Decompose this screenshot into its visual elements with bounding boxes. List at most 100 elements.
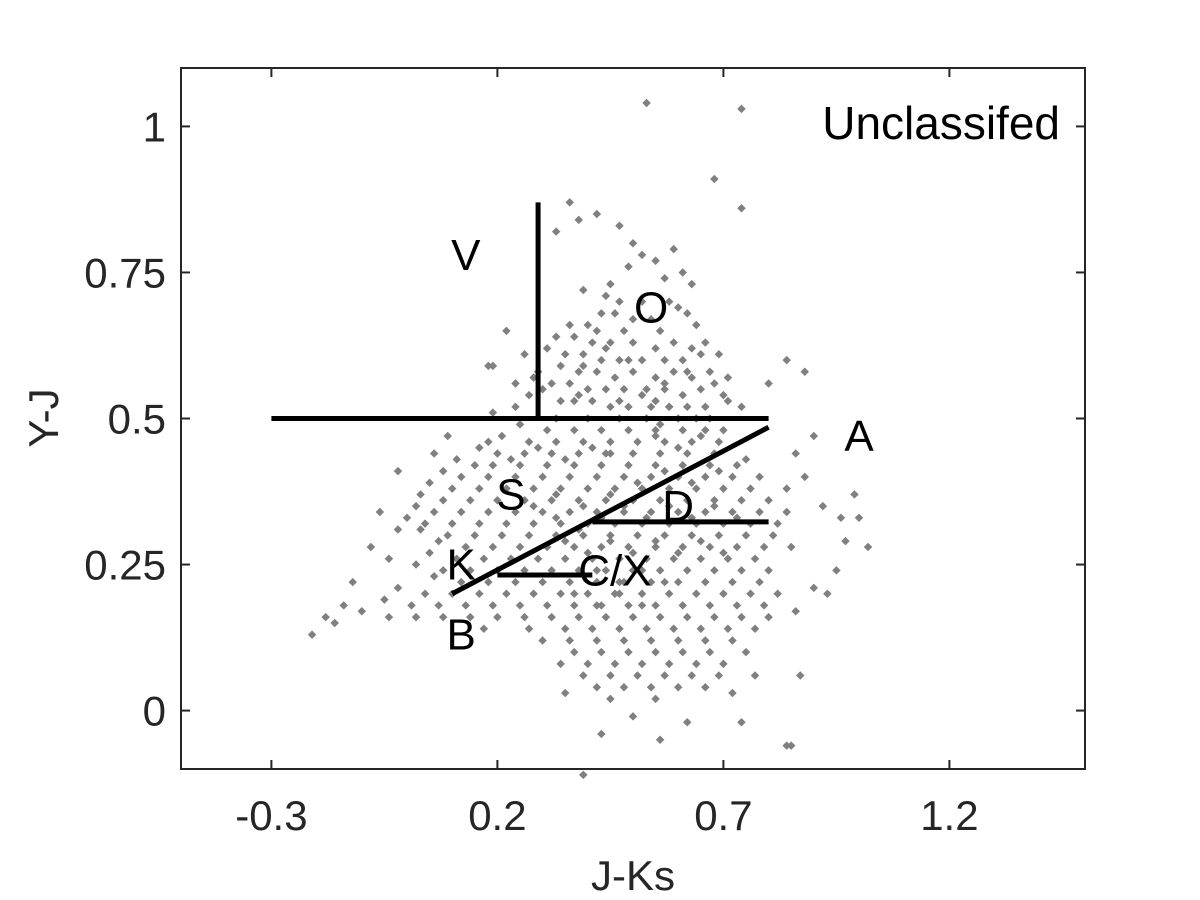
data-point (466, 612, 475, 622)
data-point (475, 589, 484, 598)
region-boundary-lines (271, 202, 770, 596)
data-point (597, 542, 606, 552)
data-point (786, 542, 796, 552)
data-point (732, 460, 742, 470)
data-point (741, 647, 751, 657)
data-point (764, 379, 773, 388)
data-point (782, 484, 791, 493)
data-point (660, 577, 669, 587)
data-point (452, 455, 461, 464)
data-point (583, 589, 593, 598)
y-tick-label: 0.75 (84, 249, 166, 296)
data-point (488, 460, 498, 470)
data-point (737, 402, 746, 412)
data-point (759, 601, 769, 610)
data-point (696, 431, 706, 441)
data-point (651, 647, 660, 657)
data-point (682, 566, 692, 575)
data-point (678, 390, 687, 400)
data-point (800, 367, 810, 377)
data-point (633, 437, 642, 447)
data-point (723, 554, 733, 563)
data-point (719, 659, 728, 669)
data-point (542, 344, 552, 353)
data-point (506, 455, 516, 464)
data-point (728, 577, 737, 587)
data-point (416, 490, 425, 499)
data-point (569, 589, 579, 598)
data-point (610, 589, 620, 598)
data-point (624, 460, 633, 470)
data-point (678, 355, 687, 365)
data-point (687, 279, 697, 289)
data-point (366, 542, 376, 552)
data-point (551, 513, 561, 523)
data-point (606, 694, 615, 704)
data-point (655, 449, 665, 458)
data-point (655, 326, 665, 336)
data-point (682, 496, 692, 505)
data-point (705, 647, 715, 657)
data-point (375, 507, 385, 517)
data-point (542, 460, 552, 470)
data-point (863, 542, 873, 552)
data-point (687, 344, 697, 353)
data-point (416, 525, 425, 534)
data-point (628, 367, 638, 377)
data-point (615, 355, 624, 365)
data-point (728, 688, 737, 698)
data-point (673, 303, 683, 312)
data-point (547, 379, 556, 388)
data-point (710, 496, 719, 505)
data-point (678, 542, 687, 552)
data-point (687, 373, 697, 382)
data-point (529, 519, 538, 528)
data-point (438, 612, 448, 622)
data-point (606, 531, 615, 540)
data-point (547, 449, 556, 458)
data-point (425, 478, 434, 488)
data-point (737, 566, 746, 575)
x-tick-label: -0.3 (235, 792, 307, 839)
data-point (551, 490, 561, 499)
data-point (610, 309, 620, 318)
data-point (551, 227, 561, 236)
scatter-points (307, 98, 873, 780)
region-label: B (447, 611, 476, 660)
data-point (719, 425, 728, 435)
data-point (696, 385, 706, 394)
region-label: C/X (578, 546, 651, 595)
data-point (330, 618, 339, 628)
data-point (484, 577, 493, 587)
data-point (569, 460, 579, 470)
data-point (701, 338, 710, 347)
data-point (633, 671, 642, 680)
data-point (687, 531, 697, 540)
data-point (470, 460, 480, 470)
y-tick-label: 0.25 (84, 542, 166, 589)
data-point (737, 612, 746, 622)
data-point (800, 472, 810, 482)
data-point (619, 577, 629, 587)
x-axis-title: J-Ks (591, 852, 675, 899)
x-tick-label: 1.2 (920, 792, 978, 839)
data-point (633, 478, 642, 488)
data-point (673, 682, 683, 692)
data-point (728, 507, 737, 517)
data-point (574, 215, 584, 225)
data-point (628, 612, 638, 622)
data-point (664, 659, 674, 669)
data-point (637, 250, 647, 260)
data-point (565, 379, 574, 388)
data-point (701, 507, 710, 517)
data-point (669, 338, 678, 347)
data-point (696, 554, 706, 563)
data-point (307, 630, 317, 639)
data-point (660, 274, 669, 283)
data-point (574, 449, 584, 458)
data-point (624, 542, 633, 552)
data-point (705, 460, 715, 470)
data-point (569, 332, 579, 341)
data-point (719, 548, 728, 558)
data-point (321, 612, 330, 622)
